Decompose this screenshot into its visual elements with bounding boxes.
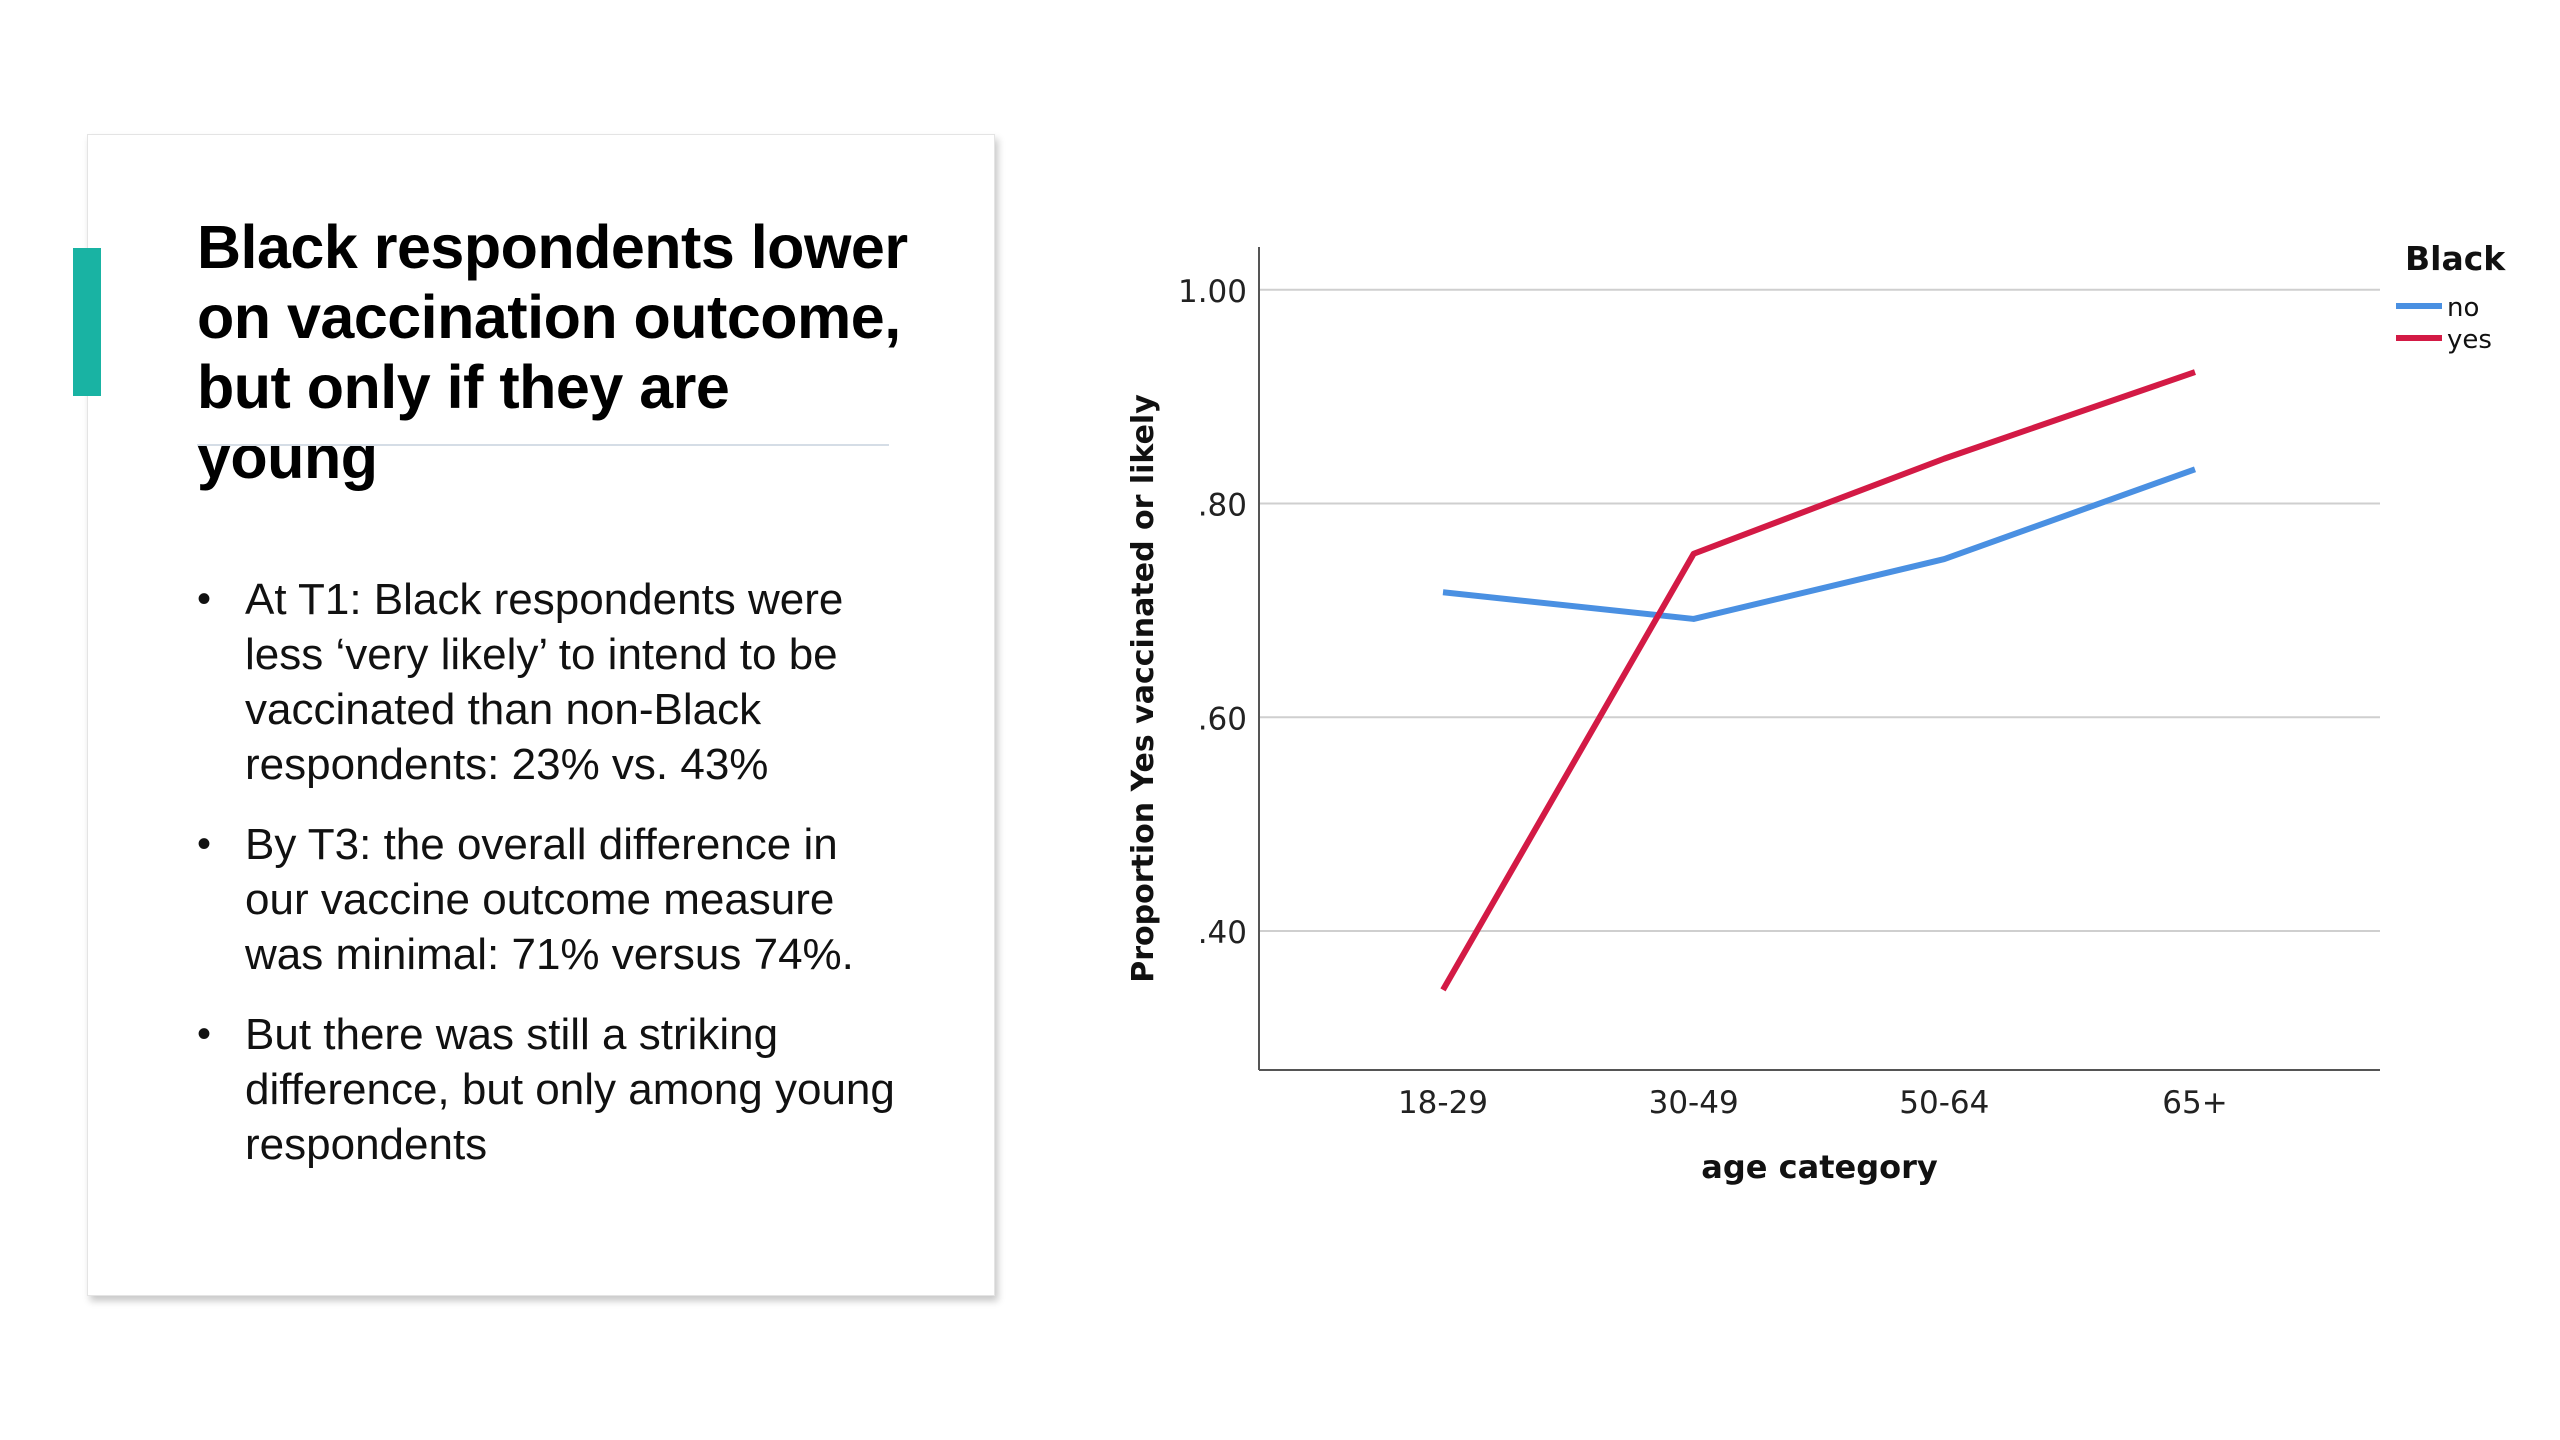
bullet-text: By T3: the overall difference in our vac…	[245, 820, 854, 979]
series-line-no	[1442, 466, 2197, 622]
title-underline	[197, 444, 889, 446]
bullet-item: • By T3: the overall difference in our va…	[197, 817, 897, 982]
bullet-dot: •	[197, 822, 212, 866]
line-chart: .40 .60 .80 1.00 18-29 30-49 50-64 65+ age categ…	[1126, 239, 2506, 1186]
bullet-dot: •	[197, 577, 212, 621]
legend-label-no: no	[2447, 293, 2479, 323]
x-tick-label: 50-64	[1899, 1085, 1989, 1121]
bullet-text: But there was still a striking differenc…	[245, 1010, 895, 1169]
y-tick-label: .60	[1198, 701, 1247, 737]
y-tick-label: .40	[1198, 915, 1247, 951]
text-card	[87, 134, 995, 1296]
x-axis-label: age category	[1701, 1148, 1938, 1186]
x-tick-label: 30-49	[1649, 1085, 1739, 1121]
legend-title: Black	[2405, 239, 2506, 278]
y-axis-label: Proportion Yes vaccinated or likely	[1126, 394, 1161, 983]
bullet-list: • At T1: Black respondents were less ‘ver…	[197, 572, 897, 1197]
bullet-text: At T1: Black respondents were less ‘very…	[245, 575, 844, 789]
y-tick-label: 1.00	[1178, 274, 1247, 310]
slide-title: Black respondents lower on vaccination o…	[197, 213, 908, 491]
x-tick-label: 65+	[2162, 1085, 2227, 1121]
legend-label-yes: yes	[2447, 325, 2492, 355]
bullet-item: • But there was still a striking differen…	[197, 1007, 897, 1172]
series-line-yes	[1440, 369, 2196, 992]
accent-bar	[73, 248, 101, 396]
y-tick-label: .80	[1198, 488, 1247, 524]
x-tick-label: 18-29	[1398, 1085, 1488, 1121]
bullet-dot: •	[197, 1012, 212, 1056]
bullet-item: • At T1: Black respondents were less ‘ver…	[197, 572, 897, 792]
